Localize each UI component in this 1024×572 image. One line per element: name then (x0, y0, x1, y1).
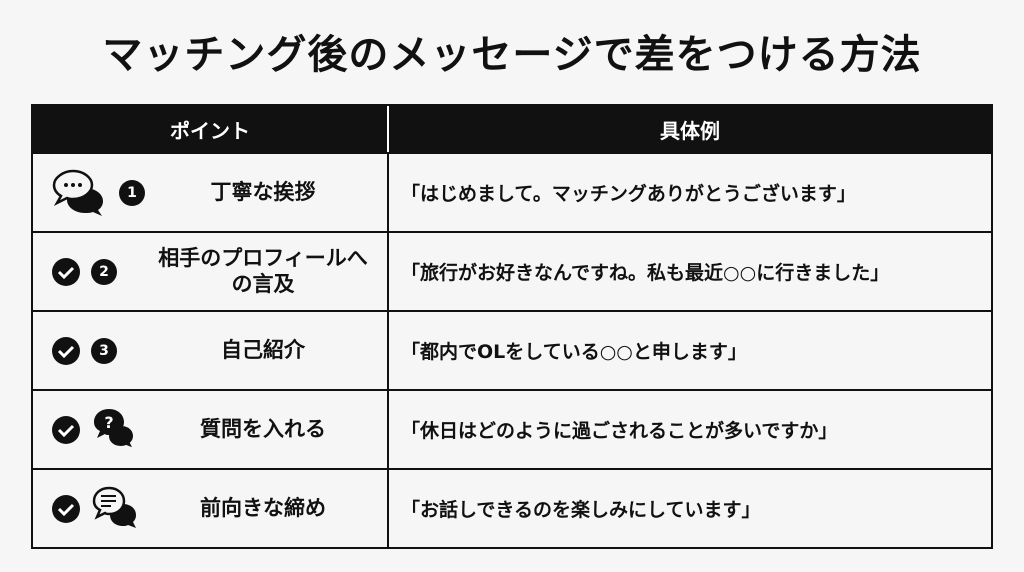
example-text: 「都内でOLをしている○○と申します」 (401, 341, 747, 363)
number-badge: 1 (119, 179, 145, 206)
check-circle-icon (51, 415, 81, 445)
table-row: 1 丁寧な挨拶 「はじめまして。マッチングありがとうございます」 (33, 152, 991, 231)
tips-table: ポイント 具体例 1 丁寧な挨拶 「はじめまして。マッチングありがとうございます… (31, 104, 993, 549)
page-title: マッチング後のメッセージで差をつける方法 (102, 32, 922, 78)
chat-dots-icon (51, 168, 109, 218)
point-label: 自己紹介 (221, 337, 305, 362)
example-text: 「はじめまして。マッチングありがとうございます」 (401, 183, 856, 205)
chat-lines-icon (91, 486, 141, 532)
point-label: 相手のプロフィールへの言及 (158, 246, 368, 296)
point-label: 丁寧な挨拶 (210, 179, 316, 204)
chat-question-icon: ? (91, 407, 137, 453)
table-header: ポイント 具体例 (33, 106, 991, 152)
check-circle-icon (51, 336, 81, 366)
header-example: 具体例 (660, 118, 720, 143)
point-label: 前向きな締め (200, 495, 326, 520)
check-circle-icon (51, 494, 81, 524)
header-point: ポイント (33, 106, 389, 152)
table-row: 2 相手のプロフィールへの言及 「旅行がお好きなんですね。私も最近○○に行きまし… (33, 231, 991, 310)
svg-text:?: ? (104, 413, 113, 432)
example-text: 「休日はどのように過ごされることが多いですか」 (401, 420, 838, 442)
example-text: 「旅行がお好きなんですね。私も最近○○に行きました」 (401, 262, 890, 284)
example-text: 「お話しできるのを楽しみにしています」 (401, 499, 761, 521)
table-row: ? 質問を入れる 「休日はどのように過ごされることが多いですか」 (33, 389, 991, 468)
table-row: 前向きな締め 「お話しできるのを楽しみにしています」 (33, 468, 991, 547)
number-badge: 3 (91, 337, 117, 364)
table-row: 3 自己紹介 「都内でOLをしている○○と申します」 (33, 310, 991, 389)
point-label: 質問を入れる (200, 416, 326, 441)
check-circle-icon (51, 257, 81, 287)
number-badge: 2 (91, 258, 117, 285)
